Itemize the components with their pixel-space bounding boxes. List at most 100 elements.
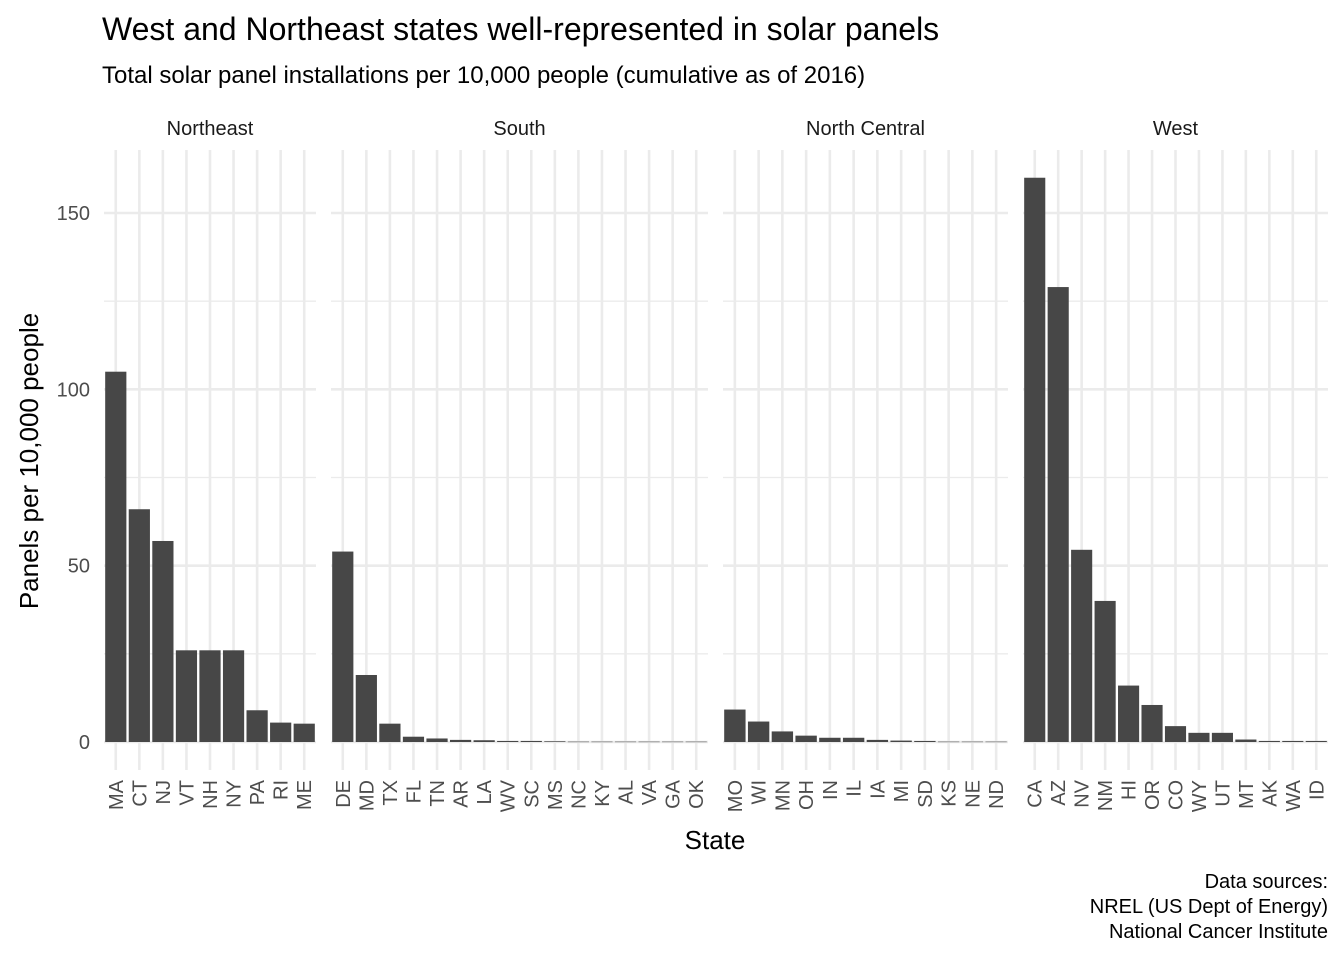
bar-ks — [937, 741, 960, 743]
y-tick-label: 50 — [68, 556, 90, 578]
x-tick-label-ia: IA — [867, 779, 889, 799]
bar-fl — [402, 736, 425, 742]
bar-pa — [246, 710, 268, 742]
x-tick-label-md: MD — [356, 780, 378, 811]
caption-line-1: Data sources: — [1205, 871, 1328, 893]
x-tick-label-sc: SC — [521, 780, 543, 808]
facet-northeast: Northeast MA CT NJ VT NH NY PA RI ME — [104, 118, 316, 810]
bar-mn — [771, 731, 794, 742]
y-tick-label: 150 — [57, 203, 90, 225]
bar-wa — [1282, 740, 1304, 742]
x-axis-title: State — [685, 825, 746, 855]
bar-nc — [567, 741, 590, 743]
x-tick-label-wv: WV — [498, 779, 520, 812]
facet-label-south: South — [493, 118, 545, 140]
facet-label-north-central: North Central — [806, 118, 925, 140]
caption-line-2: NREL (US Dept of Energy) — [1090, 896, 1328, 918]
bar-tx — [379, 723, 401, 742]
bar-nv — [1071, 549, 1093, 742]
plot-area: Northeast MA CT NJ VT NH NY PA RI ME South DE MD TX FL… — [104, 118, 1328, 812]
facet-west: West CA AZ NV NM HI OR CO WY UT MT AK WA ID — [1023, 118, 1328, 812]
x-tick-label-mt: MT — [1236, 780, 1258, 809]
bar-ne — [961, 741, 984, 743]
x-tick-label-ut: UT — [1212, 780, 1234, 807]
bar-co — [1164, 726, 1187, 742]
x-tick-label-nv: NV — [1072, 779, 1094, 807]
bar-ny — [222, 650, 245, 742]
bar-sc — [520, 740, 542, 742]
x-tick-label-id: ID — [1306, 780, 1328, 800]
bar-ky — [591, 741, 613, 743]
bar-de — [332, 551, 354, 742]
bar-md — [355, 674, 377, 742]
bar-ct — [128, 509, 150, 742]
x-tick-label-ga: GA — [663, 779, 685, 809]
bar-in — [819, 737, 841, 742]
x-tick-label-ca: CA — [1025, 779, 1047, 807]
x-tick-label-oh: OH — [796, 780, 818, 810]
bar-az — [1047, 287, 1069, 742]
x-tick-label-la: LA — [474, 779, 496, 804]
x-tick-label-mi: MI — [891, 780, 913, 802]
x-tick-label-ct: CT — [129, 780, 151, 807]
bar-al — [614, 741, 637, 743]
x-tick-label-ks: KS — [939, 780, 961, 807]
bar-ok — [685, 741, 707, 743]
x-tick-label-il: IL — [844, 780, 866, 797]
bar-oh — [795, 735, 817, 742]
x-tick-label-va: VA — [639, 779, 661, 805]
x-tick-label-al: AL — [616, 780, 638, 804]
x-tick-label-ky: KY — [592, 780, 614, 807]
x-tick-label-wy: WY — [1189, 780, 1211, 812]
bar-tn — [426, 738, 448, 742]
facet-label-west: West — [1153, 118, 1199, 140]
x-tick-label-ar: AR — [451, 780, 473, 808]
facet-north-central: North Central MO WI MN OH IN IL IA MI SD KS NE ND — [723, 118, 1008, 812]
facet-label-northeast: Northeast — [167, 118, 254, 140]
x-tick-label-ri: RI — [271, 780, 293, 800]
bar-la — [473, 740, 495, 742]
bar-ar — [449, 739, 472, 742]
x-tick-label-ok: OK — [686, 779, 708, 809]
x-tick-label-ms: MS — [545, 780, 567, 810]
x-tick-label-ak: AK — [1259, 779, 1281, 806]
bar-or — [1141, 704, 1163, 742]
x-tick-label-az: AZ — [1048, 780, 1070, 806]
bar-ri — [270, 722, 292, 742]
bar-va — [638, 741, 660, 743]
bar-nd — [985, 741, 1007, 743]
bar-wi — [747, 721, 770, 742]
x-tick-label-me: ME — [294, 780, 316, 810]
x-tick-label-co: CO — [1166, 780, 1188, 810]
chart-subtitle: Total solar panel installations per 10,0… — [102, 62, 865, 89]
x-tick-label-in: IN — [820, 780, 842, 800]
x-tick-label-wi: WI — [749, 780, 771, 804]
bar-wy — [1188, 732, 1210, 742]
chart-title: West and Northeast states well-represent… — [102, 11, 939, 47]
bar-mt — [1235, 739, 1257, 742]
bar-ms — [544, 741, 566, 742]
x-tick-label-tn: TN — [427, 780, 449, 807]
bar-id — [1305, 740, 1327, 742]
bar-nj — [152, 540, 174, 742]
bar-ca — [1024, 177, 1046, 742]
bar-ga — [662, 741, 684, 743]
bar-vt — [175, 650, 198, 742]
bar-il — [842, 737, 865, 742]
bar-ma — [105, 371, 127, 742]
bar-ut — [1211, 732, 1233, 742]
x-tick-label-nh: NH — [200, 780, 222, 809]
bar-ia — [866, 739, 889, 742]
x-tick-label-ma: MA — [106, 779, 128, 810]
x-tick-label-fl: FL — [403, 780, 425, 803]
x-tick-label-pa: PA — [247, 779, 269, 805]
x-tick-label-mn: MN — [772, 780, 794, 811]
x-tick-label-hi: HI — [1119, 780, 1141, 800]
facet-south: South DE MD TX FL TN AR LA WV SC MS NC KY AL VA GA OK — [331, 118, 708, 812]
bar-nm — [1094, 600, 1116, 742]
x-tick-label-vt: VT — [176, 780, 198, 806]
x-tick-label-nc: NC — [568, 780, 590, 809]
x-tick-label-ny: NY — [224, 780, 246, 808]
bar-hi — [1118, 685, 1140, 742]
